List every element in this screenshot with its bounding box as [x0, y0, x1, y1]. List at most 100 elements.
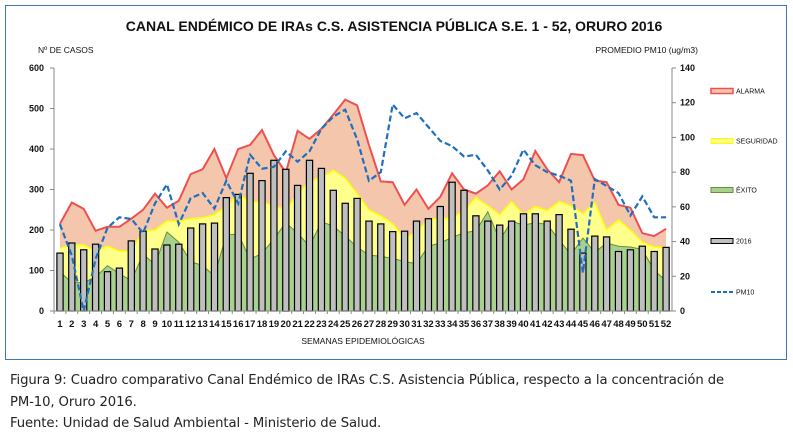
- bar-week-1: [56, 252, 64, 312]
- bar-week-44: [567, 228, 575, 312]
- bar-week-36: [472, 215, 480, 312]
- x-tick-label: 39: [506, 319, 517, 330]
- x-tick-label: 28: [376, 319, 387, 330]
- bar-week-31: [412, 220, 421, 312]
- y2-axis-label: PROMEDIO PM10 (ug/m3): [596, 45, 699, 55]
- chart: CANAL ENDÉMICO DE IRAs C.S. ASISTENCIA P…: [29, 17, 778, 346]
- bar-week-26: [353, 197, 361, 312]
- bar-week-13: [198, 223, 207, 312]
- figure-caption-line1: Figura 9: Cuadro comparativo Canal Endém…: [10, 373, 725, 388]
- y2-tick-label: 60: [680, 202, 690, 212]
- x-tick-label: 35: [459, 319, 470, 330]
- y-tick-label: 200: [29, 225, 44, 235]
- x-tick-label: 48: [613, 319, 624, 330]
- bar-week-32: [424, 218, 433, 312]
- bar-week-28: [377, 223, 385, 312]
- x-tick-label: 20: [280, 319, 291, 330]
- y2-tick-label: 20: [680, 271, 690, 281]
- x-tick-label: 46: [589, 319, 600, 330]
- x-tick-label: 45: [578, 319, 589, 330]
- x-axis-label: SEMANAS EPIDEMIOLÓGICAS: [301, 336, 425, 346]
- x-tick-label: 42: [542, 319, 553, 330]
- bar-week-5: [103, 271, 112, 312]
- x-tick-label: 30: [399, 319, 410, 330]
- x-tick-label: 29: [387, 319, 398, 330]
- bar-week-37: [484, 220, 492, 312]
- bar-week-30: [400, 230, 409, 312]
- x-tick-label: 47: [601, 319, 612, 330]
- x-tick-label: 22: [304, 319, 315, 330]
- x-tick-label: 12: [185, 319, 196, 330]
- y-tick-label: 100: [29, 266, 44, 276]
- bar-week-29: [389, 231, 397, 312]
- x-tick-label: 7: [129, 319, 134, 330]
- x-tick-label: 49: [625, 319, 636, 330]
- bar-week-47: [602, 236, 611, 312]
- bar-week-19: [270, 159, 278, 312]
- bar-week-46: [591, 235, 599, 312]
- bar-week-34: [448, 181, 456, 312]
- x-tick-label: 41: [530, 319, 541, 330]
- x-tick-label: 23: [316, 319, 327, 330]
- x-tick-label: 16: [233, 319, 244, 330]
- y-tick-label: 300: [29, 185, 44, 195]
- bar-week-21: [293, 184, 302, 312]
- bar-week-48: [614, 250, 623, 312]
- x-tick-label: 36: [471, 319, 482, 330]
- bar-week-22: [305, 159, 314, 312]
- bar-week-38: [496, 224, 504, 312]
- bar-week-41: [531, 213, 540, 312]
- x-tick-label: 21: [292, 319, 303, 330]
- x-tick-label: 15: [221, 319, 232, 330]
- figure-caption-line2: PM-10, Oruro 2016.: [10, 395, 137, 410]
- bar-week-23: [317, 167, 326, 312]
- x-tick-label: 18: [257, 319, 268, 330]
- legend-swatch-alarma: [710, 87, 734, 95]
- legend-label-alarma: ALARMA: [736, 89, 765, 96]
- y2-tick-label: 140: [680, 63, 695, 73]
- x-tick-label: 14: [209, 319, 220, 330]
- legend-label-2016: 2016: [736, 239, 752, 246]
- y-tick-label: 600: [29, 63, 44, 73]
- bar-week-49: [626, 249, 635, 312]
- legend-swatch-2016: [710, 238, 734, 244]
- x-tick-label: 44: [566, 319, 577, 330]
- bar-week-12: [187, 227, 195, 312]
- chart-title: CANAL ENDÉMICO DE IRAs C.S. ASISTENCIA P…: [126, 17, 663, 34]
- bar-week-25: [341, 202, 349, 312]
- line--xito: [59, 210, 667, 284]
- x-tick-label: 27: [364, 319, 375, 330]
- bar-week-33: [436, 205, 445, 312]
- y-tick-label: 500: [29, 104, 44, 114]
- x-tick-label: 38: [494, 319, 505, 330]
- legend-label-seguridad: SEGURIDAD: [736, 139, 778, 146]
- bar-week-17: [246, 172, 254, 312]
- x-tick-label: 5: [105, 319, 111, 330]
- x-tick-label: 32: [423, 319, 434, 330]
- bar-week-15: [222, 197, 230, 312]
- y2-tick-label: 120: [680, 98, 695, 108]
- y2-tick-label: 100: [680, 132, 695, 142]
- x-tick-label: 51: [649, 319, 660, 330]
- bar-week-6: [115, 267, 124, 312]
- x-tick-label: 4: [93, 319, 99, 330]
- bar-week-52: [662, 246, 670, 312]
- bar-week-50: [638, 245, 647, 312]
- x-tick-label: 24: [328, 319, 339, 330]
- y2-tick-label: 40: [680, 237, 690, 247]
- legend-swatch-seguridad: [710, 138, 734, 144]
- pm10-line: [58, 102, 667, 312]
- x-tick-label: 26: [352, 319, 363, 330]
- y-tick-label: 400: [29, 144, 44, 154]
- bar-week-27: [365, 220, 373, 312]
- legend-label--xito: ÉXITO: [736, 186, 757, 195]
- x-tick-label: 34: [447, 319, 458, 330]
- bar-week-11: [175, 243, 183, 312]
- bar-week-35: [460, 189, 468, 312]
- x-tick-label: 2: [69, 319, 74, 330]
- x-tick-label: 50: [637, 319, 648, 330]
- bar-week-42: [543, 220, 551, 312]
- x-tick-label: 9: [152, 319, 157, 330]
- x-tick-label: 10: [162, 319, 173, 330]
- x-tick-label: 8: [140, 319, 145, 330]
